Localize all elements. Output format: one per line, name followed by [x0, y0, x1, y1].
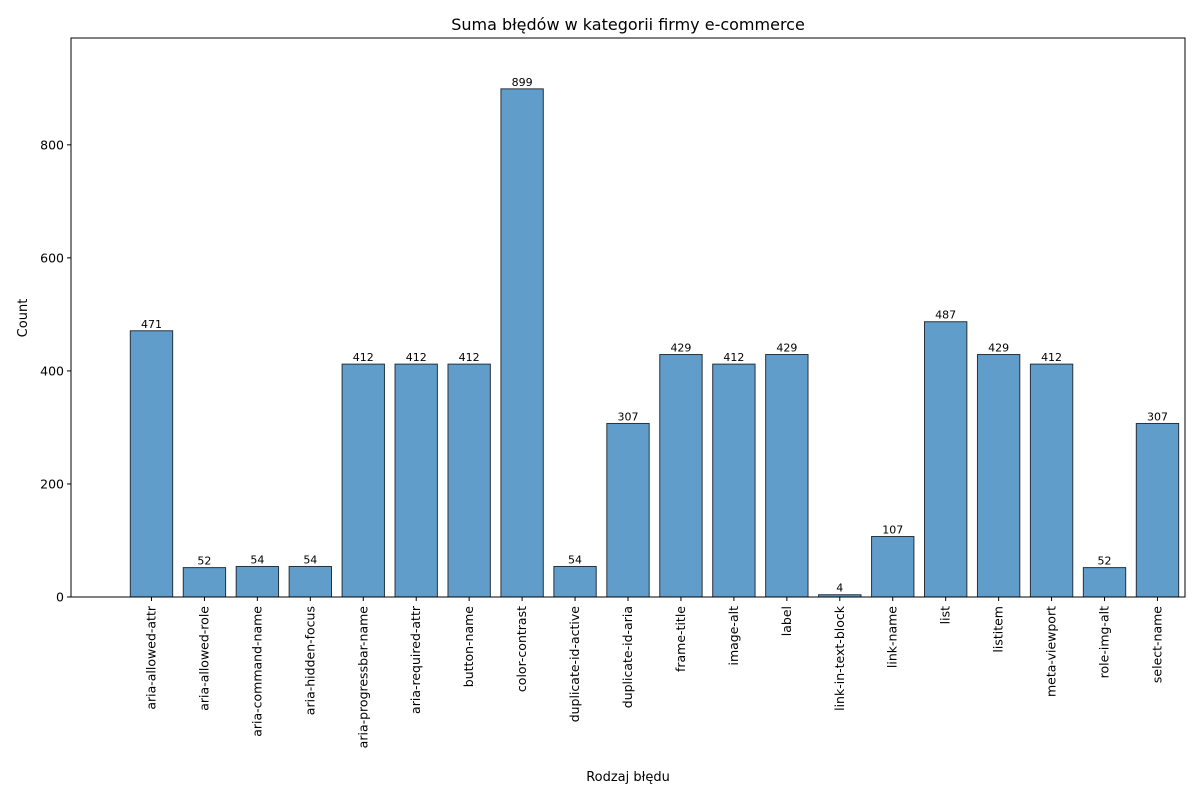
- bar-aria-hidden-focus: [288, 565, 333, 598]
- bar-aria-progressbar-name: [341, 363, 385, 598]
- data-label-button-name: 412: [459, 351, 480, 364]
- data-labels-layer: 471 52 54 54 412 412 412 899 54 307 429 412 429 4 107 4…: [141, 76, 1168, 595]
- x-tick-label-aria-hidden-focus: aria-hidden-focus: [302, 606, 317, 715]
- data-label-select-name: 307: [1147, 410, 1168, 423]
- x-tick-label-button-name: button-name: [461, 606, 476, 687]
- data-label-meta-viewport: 412: [1041, 351, 1062, 364]
- x-tick-label-duplicate-id-active: duplicate-id-active: [567, 606, 582, 723]
- x-tick-label-listitem: listitem: [991, 606, 1006, 653]
- bar-image-alt: [712, 363, 756, 598]
- x-tick-label-meta-viewport: meta-viewport: [1044, 606, 1059, 697]
- bar-link-name: [871, 536, 915, 598]
- data-label-aria-required-attr: 412: [406, 351, 427, 364]
- x-tick-label-aria-progressbar-name: aria-progressbar-name: [355, 606, 370, 749]
- bar-list: [924, 321, 968, 598]
- data-label-role-img-alt: 52: [1098, 555, 1112, 568]
- bar-listitem: [976, 354, 1021, 598]
- data-label-color-contrast: 899: [512, 76, 533, 89]
- data-label-aria-progressbar-name: 412: [353, 351, 374, 364]
- data-label-link-name: 107: [882, 524, 903, 537]
- bar-aria-required-attr: [394, 363, 438, 598]
- plot-area-frame: [70, 37, 1186, 598]
- x-tick-label-frame-title: frame-title: [673, 606, 688, 672]
- x-tick-label-list: list: [938, 606, 953, 624]
- x-tick-label-aria-allowed-role: aria-allowed-role: [196, 606, 211, 711]
- y-tick-label-800: 800: [40, 137, 64, 152]
- data-label-list: 487: [935, 309, 956, 322]
- y-tick-label-400: 400: [40, 363, 64, 378]
- bar-frame-title: [659, 354, 703, 598]
- bar-role-img-alt: [1082, 567, 1127, 598]
- y-tick-label-600: 600: [40, 250, 64, 265]
- y-tick-label-200: 200: [40, 476, 64, 491]
- x-tick-label-color-contrast: color-contrast: [514, 606, 529, 692]
- bar-aria-command-name: [235, 565, 280, 598]
- x-axis-label: Rodzaj błędu: [586, 770, 670, 785]
- x-tick-label-duplicate-id-aria: duplicate-id-aria: [620, 606, 635, 708]
- data-label-duplicate-id-active: 54: [568, 553, 582, 566]
- data-label-aria-hidden-focus: 54: [303, 553, 317, 566]
- x-tick-label-role-img-alt: role-img-alt: [1097, 606, 1112, 678]
- data-label-image-alt: 412: [723, 351, 744, 364]
- bar-button-name: [447, 363, 491, 598]
- bars-layer: [129, 88, 1180, 598]
- x-tick-label-aria-required-attr: aria-required-attr: [408, 605, 423, 714]
- bar-aria-allowed-role: [182, 567, 227, 598]
- bar-color-contrast: [500, 88, 544, 598]
- bar-aria-allowed-attr: [129, 330, 174, 598]
- bar-duplicate-id-aria: [606, 422, 650, 598]
- data-label-aria-command-name: 54: [250, 553, 264, 566]
- data-label-label: 429: [776, 342, 797, 355]
- x-tick-label-aria-allowed-attr: aria-allowed-attr: [143, 605, 158, 710]
- data-label-duplicate-id-aria: 307: [618, 410, 639, 423]
- y-tick-label-0: 0: [56, 590, 64, 605]
- x-tick-label-select-name: select-name: [1149, 606, 1164, 683]
- x-tick-label-aria-command-name: aria-command-name: [249, 606, 264, 737]
- x-axis-ticks: aria-allowed-attr aria-allowed-role aria-c…: [143, 597, 1164, 748]
- data-label-aria-allowed-role: 52: [197, 555, 211, 568]
- x-tick-label-link-in-text-block: link-in-text-block: [832, 605, 847, 711]
- bar-select-name: [1135, 422, 1180, 598]
- bar-meta-viewport: [1029, 363, 1074, 598]
- bar-label: [765, 354, 809, 598]
- x-tick-label-link-name: link-name: [885, 606, 900, 668]
- data-label-link-in-text-block: 4: [836, 582, 843, 595]
- data-label-aria-allowed-attr: 471: [141, 318, 162, 331]
- data-label-frame-title: 429: [670, 342, 691, 355]
- y-axis-label: Count: [16, 299, 31, 338]
- bar-duplicate-id-active: [553, 565, 597, 598]
- chart-title: Suma błędów w kategorii firmy e-commerce: [451, 15, 805, 34]
- x-tick-label-image-alt: image-alt: [726, 606, 741, 666]
- x-tick-label-label: label: [779, 606, 794, 636]
- y-axis-ticks: 0 200 400 600 800: [40, 137, 71, 605]
- data-label-listitem: 429: [988, 342, 1009, 355]
